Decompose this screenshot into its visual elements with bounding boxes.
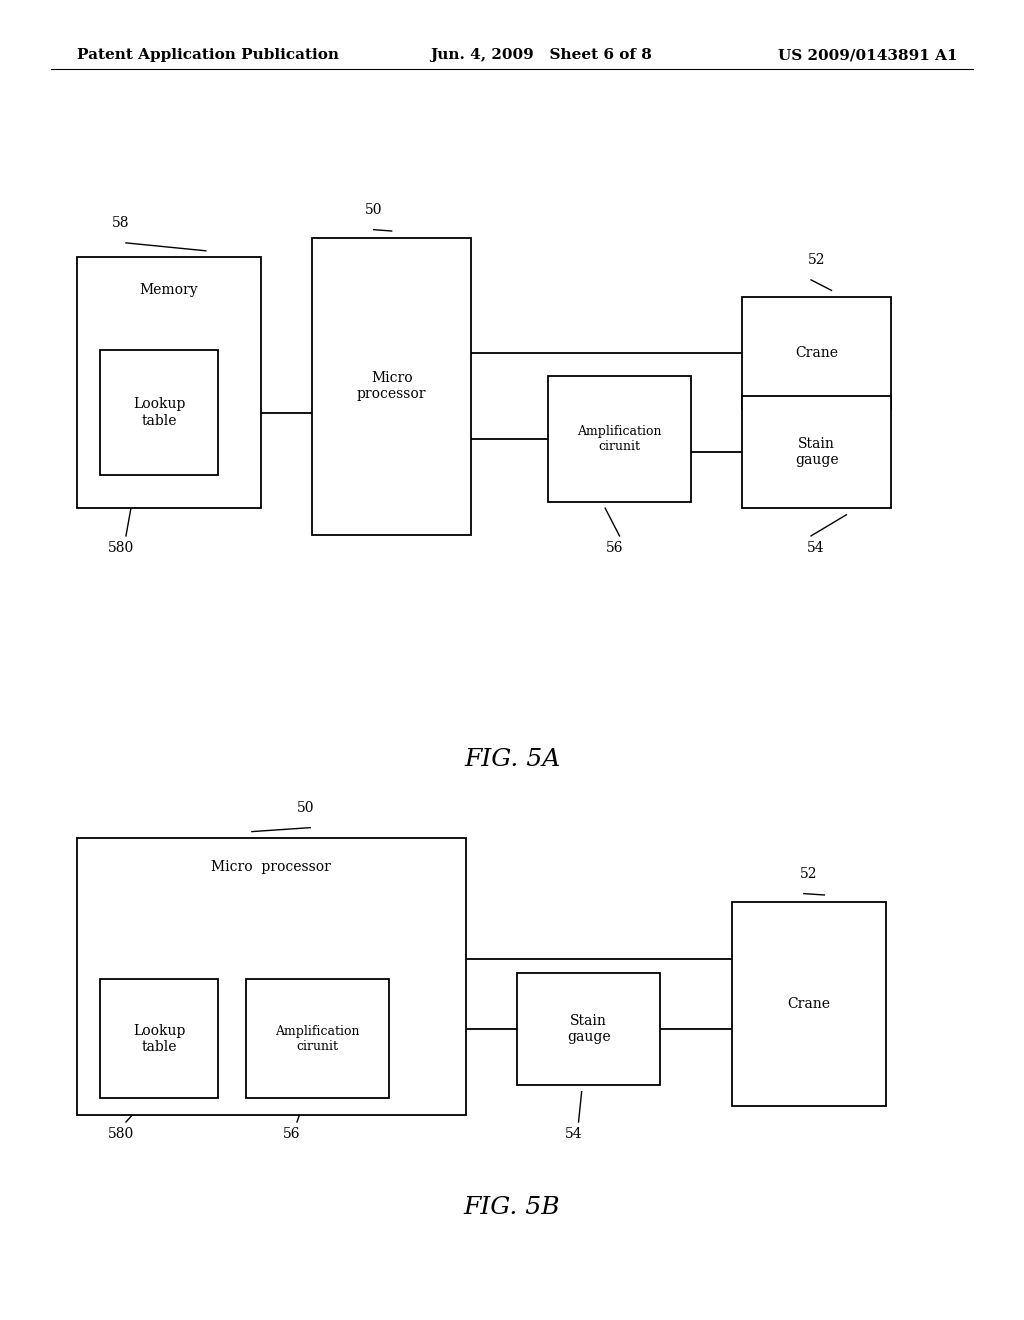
Text: Amplification
cirunit: Amplification cirunit xyxy=(275,1024,359,1053)
Bar xyxy=(732,902,886,1106)
Text: Crane: Crane xyxy=(787,997,830,1011)
Bar xyxy=(100,979,218,1098)
Text: Patent Application Publication: Patent Application Publication xyxy=(77,49,339,62)
Text: Micro  processor: Micro processor xyxy=(211,861,332,874)
Text: 50: 50 xyxy=(365,203,383,216)
Text: 56: 56 xyxy=(605,541,624,554)
Text: 50: 50 xyxy=(296,801,314,814)
Text: Crane: Crane xyxy=(796,346,838,360)
Bar xyxy=(517,973,660,1085)
Text: FIG. 5B: FIG. 5B xyxy=(464,1196,560,1220)
Text: 54: 54 xyxy=(807,541,825,554)
Bar xyxy=(77,257,261,508)
Text: US 2009/0143891 A1: US 2009/0143891 A1 xyxy=(778,49,957,62)
Text: 58: 58 xyxy=(112,216,130,230)
Text: Jun. 4, 2009   Sheet 6 of 8: Jun. 4, 2009 Sheet 6 of 8 xyxy=(430,49,652,62)
Bar xyxy=(742,396,891,508)
Bar xyxy=(548,376,691,502)
Text: Micro
processor: Micro processor xyxy=(357,371,426,401)
Text: Amplification
cirunit: Amplification cirunit xyxy=(578,425,662,453)
Text: Lookup
table: Lookup table xyxy=(133,1024,185,1053)
Bar xyxy=(100,350,218,475)
Text: 52: 52 xyxy=(807,253,825,267)
Bar xyxy=(312,238,471,535)
Text: 580: 580 xyxy=(108,541,134,554)
Text: Stain
gauge: Stain gauge xyxy=(795,437,839,467)
Text: 56: 56 xyxy=(283,1127,301,1140)
Text: 52: 52 xyxy=(800,867,818,880)
Bar xyxy=(742,297,891,409)
Text: Lookup
table: Lookup table xyxy=(133,397,185,428)
Text: 54: 54 xyxy=(564,1127,583,1140)
Text: FIG. 5A: FIG. 5A xyxy=(464,747,560,771)
Text: Stain
gauge: Stain gauge xyxy=(567,1014,610,1044)
Text: Memory: Memory xyxy=(139,284,199,297)
Bar xyxy=(246,979,389,1098)
Bar xyxy=(77,838,466,1115)
Text: 580: 580 xyxy=(108,1127,134,1140)
